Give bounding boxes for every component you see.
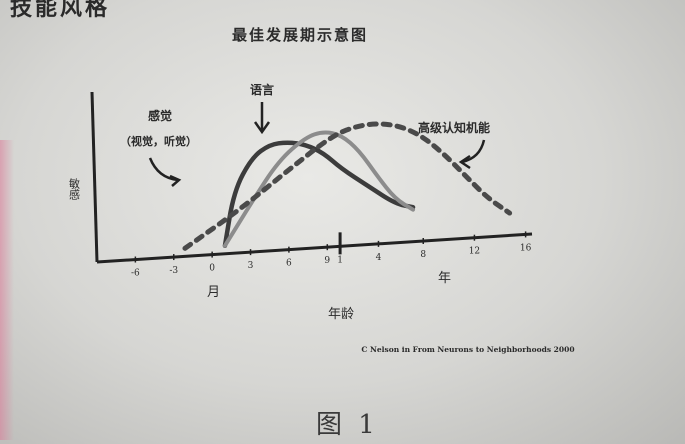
annotation-label-sensation: 感觉	[148, 108, 172, 123]
x-tick-label: 8	[420, 250, 426, 260]
language-arrow	[255, 102, 269, 132]
x-unit-right: 年	[438, 271, 451, 286]
x-tick-label: 3	[248, 261, 254, 271]
x-tick-label: 4	[376, 253, 382, 263]
series-group	[185, 124, 510, 248]
annotation-label-sensation-detail: （视觉，听觉）	[120, 134, 197, 148]
x-tick-label: 12	[469, 247, 480, 257]
x-tick-label: -6	[131, 269, 140, 279]
annotation-label-higher-cognition: 高级认知机能	[418, 120, 490, 135]
y-axis-label: 敏感	[68, 177, 81, 200]
x-axis	[97, 234, 532, 262]
chart-title: 最佳发展期示意图	[232, 26, 368, 44]
x-axis-label: 年龄	[328, 307, 354, 322]
x-unit-left: 月	[207, 285, 220, 300]
x-tick-label: 0	[209, 264, 215, 274]
x-tick-label: 9	[324, 256, 330, 266]
annotation-label-language: 语言	[250, 82, 274, 97]
x-tick-label: 6	[286, 259, 292, 269]
series-line-1	[225, 143, 413, 246]
y-axis	[92, 92, 97, 262]
x-tick-label: -3	[169, 266, 178, 276]
chart-credit: C Nelson in From Neurons to Neighborhood…	[361, 345, 574, 354]
sensation-arrow	[150, 158, 179, 186]
x-tick-label: 1	[337, 255, 343, 265]
x-tick-label: 16	[520, 243, 532, 253]
figure-caption: 图 1	[316, 404, 379, 441]
higher-cognition-arrow	[461, 140, 484, 168]
